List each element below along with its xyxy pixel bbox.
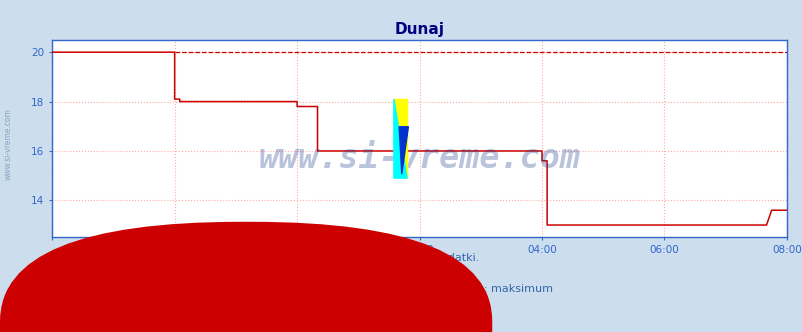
Text: 16,7: 16,7 (135, 321, 158, 331)
Polygon shape (393, 99, 407, 178)
Text: maks.:: maks.: (183, 311, 218, 321)
Text: www.si-vreme.com: www.si-vreme.com (258, 142, 580, 175)
Title: Dunaj: Dunaj (394, 22, 444, 37)
Text: zadnjih 12ur / 5 minut.: zadnjih 12ur / 5 minut. (338, 268, 464, 278)
Text: povpr.:: povpr.: (128, 311, 164, 321)
Text: sedaj:: sedaj: (20, 311, 51, 321)
Text: www.si-vreme.com: www.si-vreme.com (3, 109, 13, 180)
Text: Dunaj: Dunaj (241, 311, 271, 321)
Text: TRENUTNE VREDNOSTI (polna črta):: TRENUTNE VREDNOSTI (polna črta): (20, 299, 231, 310)
Polygon shape (399, 127, 408, 174)
Polygon shape (393, 99, 407, 178)
Text: Meritve: povprečne  Enote: metrične  Črta: maksimum: Meritve: povprečne Enote: metrične Črta:… (249, 282, 553, 294)
Text: 20,0: 20,0 (191, 321, 214, 331)
Text: min.:: min.: (76, 311, 103, 321)
Text: 13,6: 13,6 (30, 321, 54, 331)
Text: Evropa / vremenski podatki.: Evropa / vremenski podatki. (323, 253, 479, 263)
Text: temperatura[C]: temperatura[C] (255, 321, 336, 331)
Text: 13,0: 13,0 (80, 321, 103, 331)
